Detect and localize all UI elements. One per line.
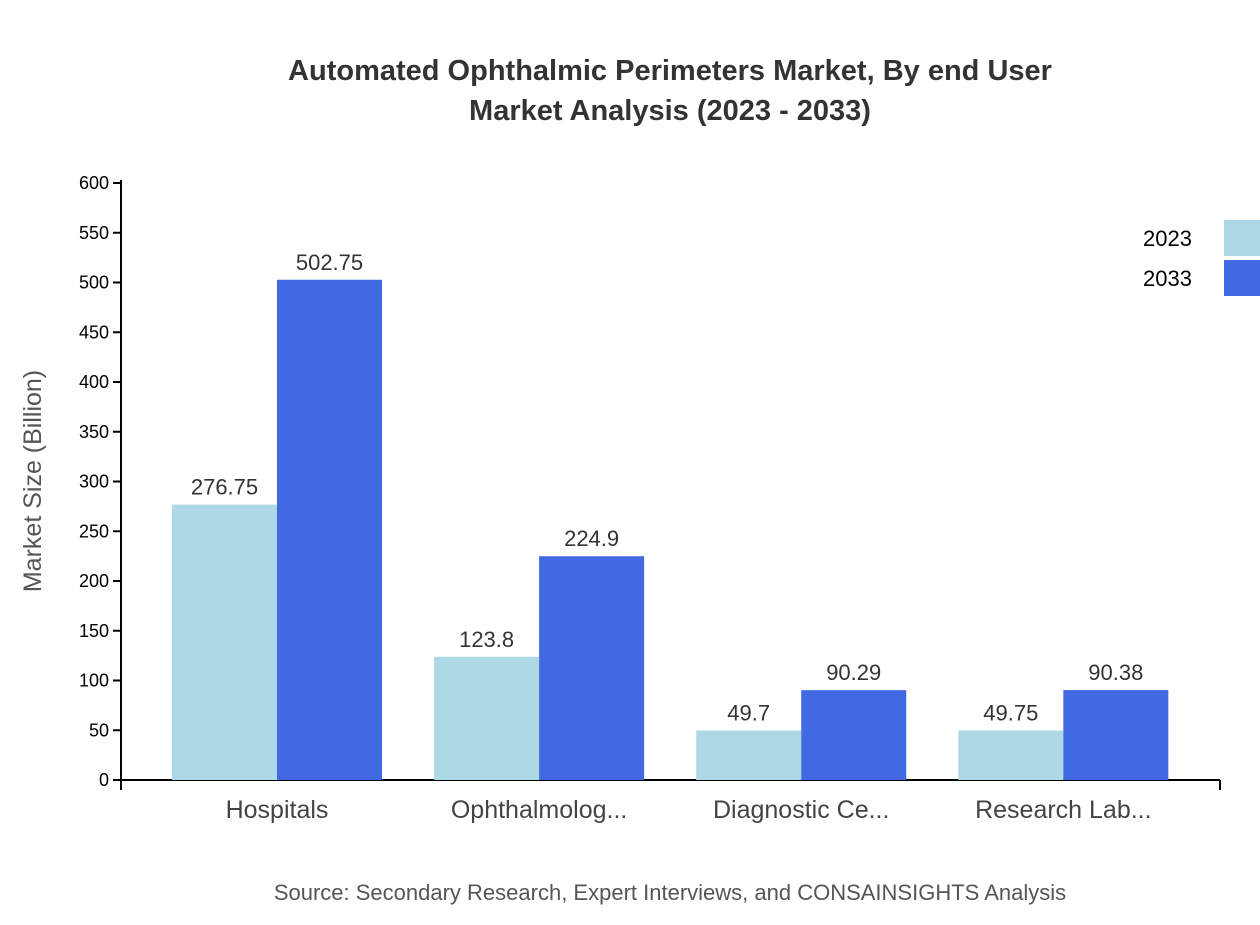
data-label: 276.75 [191, 475, 258, 500]
bar-2033 [1063, 690, 1169, 780]
y-tick-label: 200 [79, 571, 109, 591]
y-tick-label: 600 [79, 173, 109, 193]
bar-2023 [696, 730, 802, 780]
bar-2033 [801, 690, 907, 780]
x-tick-label: Research Lab... [975, 796, 1152, 824]
y-tick-label: 100 [79, 671, 109, 691]
bar-2023 [434, 656, 540, 780]
bar-2033 [277, 279, 382, 780]
chart-subtitle: Market Analysis (2023 - 2033) [469, 95, 871, 127]
x-tick-label: Diagnostic Ce... [713, 796, 889, 824]
data-label: 90.29 [826, 660, 881, 685]
source-note: Source: Secondary Research, Expert Inter… [274, 880, 1066, 905]
x-tick-label: Hospitals [226, 796, 329, 824]
data-label: 502.75 [296, 250, 363, 275]
y-tick-label: 400 [79, 372, 109, 392]
y-tick-label: 300 [79, 472, 109, 492]
legend-label: 2033 [1143, 266, 1192, 291]
y-tick-label: 150 [79, 621, 109, 641]
data-label: 90.38 [1088, 660, 1143, 685]
data-label: 123.8 [459, 627, 514, 652]
legend-swatch [1224, 260, 1260, 296]
y-tick-label: 500 [79, 273, 109, 293]
x-axis: Hospitals Ophthalmolog... Diagnostic Ce...… [120, 779, 1221, 824]
data-label: 49.7 [727, 701, 770, 726]
y-tick-label: 250 [79, 521, 109, 541]
bar-2033 [539, 556, 645, 780]
data-label: 224.9 [564, 526, 619, 551]
bars: 276.75 502.75 123.8 224.9 49.7 90.29 49.75 90.3… [172, 250, 1169, 780]
y-axis: 0 50 100 150 200 250 300 350 400 450 500 550 600 [79, 173, 122, 790]
legend: 2023 2033 [1143, 220, 1260, 296]
chart-title: Automated Ophthalmic Perimeters Market, … [288, 55, 1052, 87]
data-label: 49.75 [983, 700, 1038, 725]
y-tick-label: 50 [89, 720, 109, 740]
bar-2023 [958, 730, 1064, 780]
bar-2023 [172, 504, 277, 780]
x-tick-label: Ophthalmolog... [451, 796, 628, 824]
y-axis-label: Market Size (Billion) [19, 370, 47, 592]
y-tick-label: 350 [79, 422, 109, 442]
y-tick-label: 450 [79, 322, 109, 342]
legend-label: 2023 [1143, 226, 1192, 251]
y-tick-label: 0 [99, 770, 109, 790]
y-tick-label: 550 [79, 223, 109, 243]
legend-swatch [1224, 220, 1260, 256]
